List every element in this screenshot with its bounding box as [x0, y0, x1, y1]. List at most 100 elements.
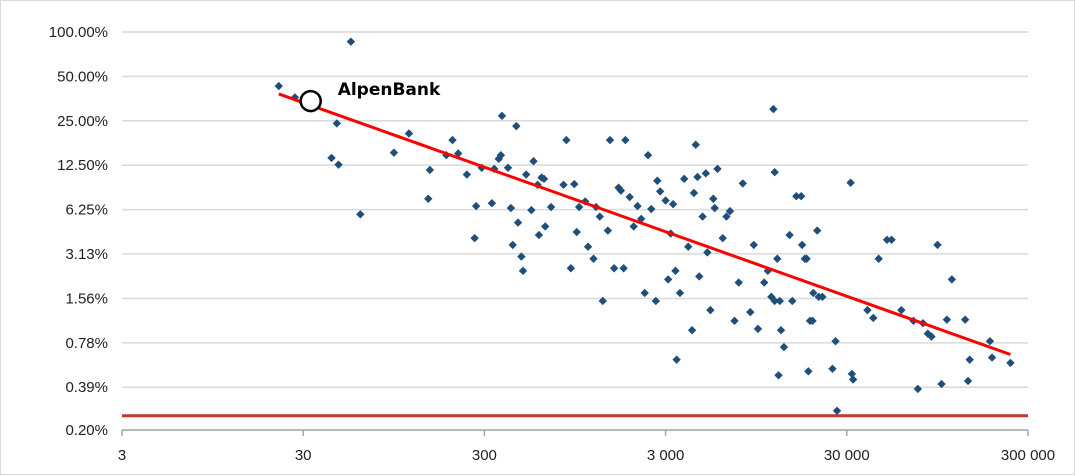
- data-point: [629, 222, 638, 231]
- annotation-marker: [299, 89, 322, 113]
- data-point: [621, 135, 630, 145]
- data-point: [701, 169, 710, 178]
- data-point: [746, 307, 755, 317]
- data-point: [513, 218, 523, 227]
- data-point: [633, 201, 642, 211]
- data-point: [663, 275, 673, 284]
- data-point: [749, 240, 758, 250]
- data-point: [785, 230, 794, 240]
- data-point: [539, 174, 549, 184]
- data-point: [661, 196, 670, 205]
- data-point: [703, 248, 712, 257]
- data-point: [788, 296, 797, 306]
- data-point: [541, 222, 550, 231]
- data-point: [813, 226, 822, 235]
- data-point: [471, 201, 481, 211]
- data-point: [668, 199, 678, 209]
- y-tick-label: 25.00%: [57, 113, 108, 130]
- data-point: [546, 202, 556, 212]
- data-point: [609, 264, 619, 273]
- data-point: [802, 254, 811, 263]
- data-point: [672, 355, 681, 364]
- data-point: [274, 81, 283, 91]
- y-tick-label: 50.00%: [57, 68, 108, 85]
- data-point: [680, 174, 689, 184]
- y-tick-label: 0.39%: [65, 379, 108, 396]
- data-point: [651, 296, 661, 306]
- data-point: [506, 203, 516, 213]
- data-point: [562, 135, 571, 145]
- data-point: [517, 252, 526, 261]
- data-point: [869, 313, 878, 323]
- data-point: [503, 163, 513, 172]
- data-point: [334, 160, 343, 169]
- data-point: [718, 233, 727, 243]
- trend-line: [278, 92, 1011, 356]
- data-point: [605, 135, 615, 145]
- data-point: [521, 170, 531, 179]
- data-point: [942, 315, 952, 324]
- data-point: [779, 342, 789, 352]
- data-point: [534, 230, 544, 240]
- data-point: [960, 315, 970, 324]
- data-point: [496, 151, 506, 160]
- data-point: [625, 192, 634, 202]
- data-point: [598, 296, 607, 306]
- data-point: [828, 364, 837, 374]
- data-point: [709, 194, 718, 203]
- data-point: [684, 242, 693, 251]
- data-point: [770, 296, 779, 306]
- data-point: [619, 264, 628, 273]
- data-point: [327, 153, 336, 163]
- data-point: [773, 254, 782, 263]
- data-point: [963, 376, 973, 386]
- data-point: [753, 324, 763, 334]
- data-point: [937, 379, 946, 389]
- data-point: [947, 275, 957, 284]
- data-point: [356, 210, 365, 219]
- data-point: [332, 119, 342, 128]
- data-point: [730, 316, 739, 326]
- y-tick-label: 1.56%: [65, 290, 108, 307]
- data-point: [738, 179, 747, 188]
- data-point: [710, 203, 719, 213]
- data-point: [848, 375, 858, 384]
- data-point: [425, 165, 435, 175]
- data-point: [882, 235, 892, 244]
- data-point: [913, 384, 923, 394]
- x-tick-label: 300: [472, 447, 497, 464]
- x-tick-label: 3: [118, 447, 126, 464]
- data-point: [759, 278, 769, 287]
- data-point: [923, 329, 933, 338]
- data-point: [675, 288, 685, 298]
- y-tick-label: 12.50%: [57, 157, 108, 174]
- data-point: [770, 168, 779, 177]
- data-point: [518, 266, 528, 276]
- data-point: [595, 212, 604, 221]
- data-point: [832, 406, 842, 415]
- data-point: [831, 337, 840, 346]
- data-point: [1006, 358, 1015, 368]
- data-point: [487, 199, 497, 208]
- data-point: [933, 240, 942, 250]
- data-point: [725, 206, 735, 216]
- x-tick-label: 3 000: [647, 447, 685, 464]
- data-point: [574, 202, 584, 212]
- data-point: [346, 37, 356, 46]
- data-point: [640, 288, 649, 298]
- data-point: [566, 264, 576, 273]
- data-point: [583, 242, 593, 251]
- data-point: [863, 305, 872, 315]
- data-point: [570, 179, 579, 189]
- y-tick-label: 6.25%: [65, 202, 108, 219]
- data-point: [927, 332, 936, 341]
- x-tick-label: 30 000: [824, 447, 870, 464]
- annotation-label: AlpenBank: [338, 80, 441, 100]
- data-point: [529, 157, 538, 166]
- data-point: [846, 178, 855, 187]
- x-tick-label: 300 000: [1001, 447, 1055, 464]
- data-point: [497, 111, 507, 121]
- data-point: [722, 212, 731, 221]
- data-point: [653, 176, 662, 185]
